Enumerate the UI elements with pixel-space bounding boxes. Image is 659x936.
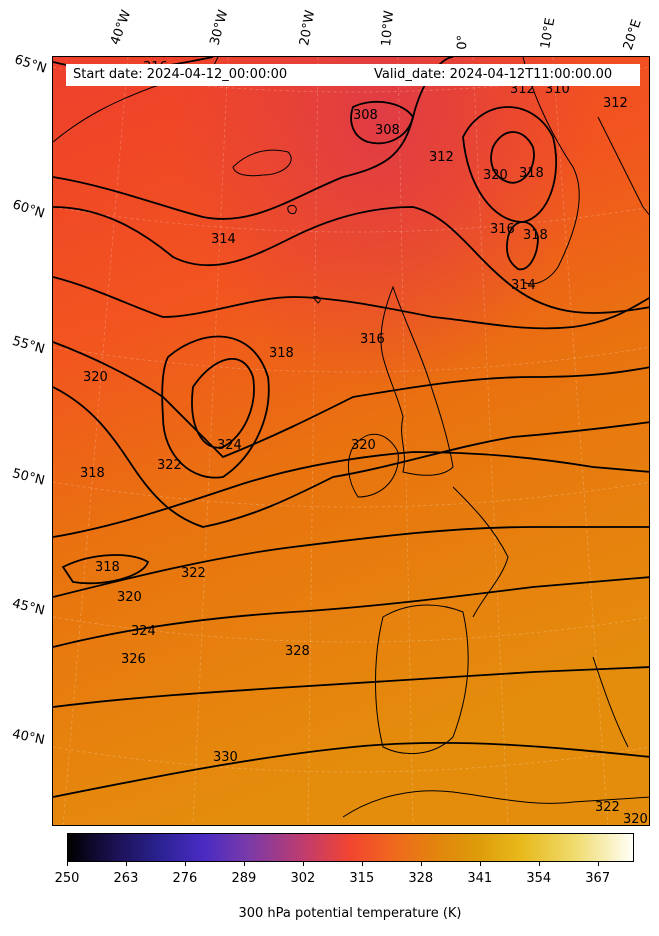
colorbar-tick-label: 302	[290, 871, 316, 886]
contour-label: 320	[117, 590, 142, 605]
contour-label: 314	[511, 278, 536, 293]
contour-label: 312	[603, 96, 628, 111]
iceland-coast	[232, 149, 292, 177]
colorbar-tick	[184, 862, 186, 866]
contour-label: 322	[181, 566, 206, 581]
north-africa-coast	[342, 790, 649, 818]
contour-label: 330	[213, 750, 238, 765]
contour-label: 308	[353, 108, 378, 123]
colorbar-tick-label: 250	[54, 871, 80, 886]
colorbar-tick	[597, 862, 599, 866]
contour-label: 320	[483, 168, 508, 183]
contour-label: 316	[490, 222, 515, 237]
colorbar-tick	[125, 862, 127, 866]
lon-label-30w: 30°W	[207, 8, 232, 47]
valid-date-label: Valid_date: 2024-04-12T11:00:00.00	[374, 67, 613, 82]
contour-label: 322	[595, 800, 620, 815]
lon-label-0: 0°	[455, 34, 471, 50]
contour-label: 320	[623, 812, 648, 826]
contour-label: 320	[351, 438, 376, 453]
contour-label: 318	[80, 466, 105, 481]
map-panel: 3163083083123103123203183163183123143143…	[52, 56, 650, 826]
lon-label-10e: 10°E	[538, 16, 559, 51]
colorbar-tick	[361, 862, 363, 866]
trough-320	[490, 131, 535, 184]
cold-core-308	[350, 100, 414, 145]
contour-label: 308	[375, 123, 400, 138]
contour-label: 322	[157, 458, 182, 473]
start-date-box: Start date: 2024-04-12_00:00:00	[66, 64, 640, 86]
lon-label-40w: 40°W	[107, 8, 135, 47]
closed-contour-318-west	[61, 554, 150, 585]
colorbar-tick	[420, 862, 422, 866]
lat-label-40n: 40°N	[10, 726, 46, 749]
colorbar-tick-label: 341	[467, 871, 493, 886]
contour-label: 318	[269, 346, 294, 361]
iberia-coast	[375, 604, 469, 755]
trough-318	[462, 106, 557, 223]
colorbar-tick-label: 315	[349, 871, 375, 886]
colorbar-title: 300 hPa potential temperature (K)	[238, 906, 462, 921]
colorbar-tick-label: 276	[172, 871, 198, 886]
contour-label: 314	[211, 232, 236, 247]
colorbar-tick	[302, 862, 304, 866]
contour-label: 318	[519, 166, 544, 181]
lat-label-60n: 60°N	[10, 197, 47, 222]
colorbar-tick	[479, 862, 481, 866]
britain-coast	[380, 285, 454, 476]
contour-label-layer: 3163083083123103123203183163183123143143…	[80, 60, 648, 826]
norway-coast	[522, 57, 580, 285]
contour-label: 324	[131, 624, 156, 639]
colorbar-tick	[243, 862, 245, 866]
colorbar-tick-label: 289	[231, 871, 257, 886]
contour-label: 328	[285, 644, 310, 659]
colorbar-tick-label: 354	[526, 871, 552, 886]
contour-label: 320	[83, 370, 108, 385]
lon-label-10w: 10°W	[379, 9, 398, 47]
colorbar	[67, 833, 634, 862]
france-coast	[452, 486, 509, 618]
closed-contour-324	[191, 358, 255, 449]
map-canvas: 3163083083123103123203183163183123143143…	[53, 57, 649, 826]
colorbar-tick-label: 328	[408, 871, 434, 886]
lon-label-20e: 20°E	[620, 17, 645, 52]
colorbar-tick-label: 367	[585, 871, 611, 886]
contour-label: 318	[95, 560, 120, 575]
faroe-islands	[287, 204, 297, 215]
colorbar-tick-label: 263	[113, 871, 139, 886]
lat-label-50n: 50°N	[10, 466, 47, 489]
lat-label-65n: 65°N	[12, 52, 49, 77]
colorbar-tick	[538, 862, 540, 866]
italy-coast	[592, 656, 629, 748]
isentropes	[53, 57, 649, 798]
contour-label: 326	[121, 652, 146, 667]
lat-label-45n: 45°N	[10, 596, 47, 619]
trough-316-south	[505, 221, 539, 271]
closed-contour-322	[161, 335, 270, 479]
start-date-label: Start date: 2024-04-12_00:00:00	[73, 67, 288, 82]
scandinavia-coast	[597, 116, 649, 216]
lat-label-55n: 55°N	[10, 333, 47, 358]
contour-label: 324	[217, 438, 242, 453]
lon-label-20w: 20°W	[297, 9, 319, 48]
contour-label: 312	[429, 150, 454, 165]
colorbar-tick	[67, 862, 68, 866]
contour-label: 318	[523, 228, 548, 243]
contour-label: 316	[360, 332, 385, 347]
